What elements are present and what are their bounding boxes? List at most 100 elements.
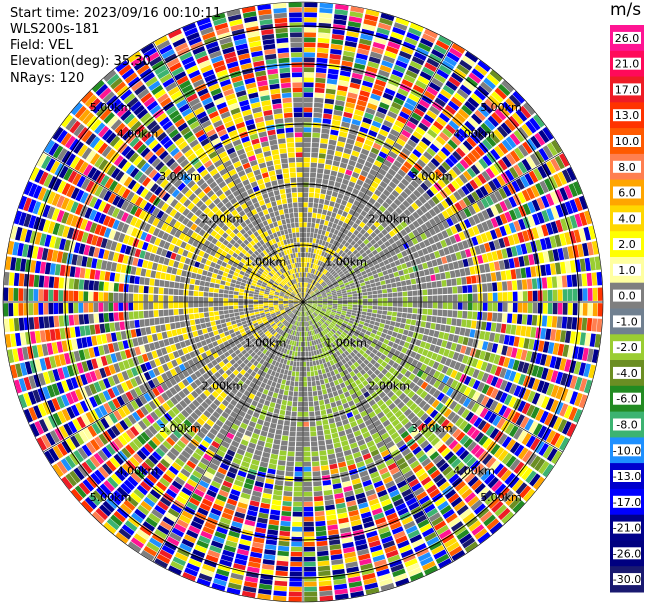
radar-gate [98, 213, 107, 225]
radar-gate [107, 217, 116, 228]
radar-gate [246, 368, 253, 375]
radar-gate [154, 89, 166, 100]
radar-gate [359, 258, 366, 264]
radar-gate [157, 230, 165, 239]
radar-gate [528, 170, 539, 184]
radar-gate [258, 299, 264, 302]
radar-gate [173, 151, 183, 161]
radar-gate [203, 297, 209, 302]
radar-gate [342, 116, 352, 124]
radar-gate [498, 188, 508, 200]
radar-gate [31, 345, 39, 359]
radar-gate [339, 162, 348, 169]
radar-gate [423, 151, 433, 161]
radar-gate [219, 462, 230, 471]
radar-gate [424, 221, 433, 229]
radar-gate [258, 199, 265, 206]
radar-gate [156, 395, 166, 405]
radar-gate [295, 295, 300, 299]
radar-gate [309, 182, 316, 188]
radar-gate [121, 68, 135, 80]
radar-gate [303, 232, 307, 238]
radar-gate [56, 195, 66, 208]
radar-gate [252, 106, 262, 114]
radar-gate [198, 307, 204, 313]
radar-gate [257, 254, 263, 260]
radar-gate [278, 209, 284, 215]
radar-gate [363, 224, 370, 232]
radar-gate [104, 415, 114, 427]
radar-gate [236, 255, 243, 261]
radar-gate [123, 283, 129, 293]
radar-gate [303, 272, 305, 278]
radar-gate [207, 45, 221, 55]
radar-gate [239, 99, 250, 107]
radar-gate [253, 348, 260, 354]
radar-gate [93, 280, 100, 291]
radar-gate [52, 145, 64, 159]
radar-gate [30, 331, 37, 344]
radar-gate [165, 380, 173, 389]
radar-gate [397, 169, 407, 178]
radar-gate [103, 69, 117, 82]
radar-gate [232, 228, 240, 235]
radar-gate [367, 271, 373, 277]
radar-gate [258, 306, 264, 309]
radar-gate [438, 131, 450, 142]
radar-gate [259, 90, 270, 97]
radar-gate [93, 346, 100, 357]
radar-gate [337, 231, 343, 237]
radar-gate [203, 453, 213, 462]
radar-gate [61, 252, 69, 264]
radar-gate [116, 372, 125, 383]
radar-gate [495, 271, 502, 281]
radar-gate [200, 182, 209, 191]
radar-gate [84, 496, 98, 510]
radar-gate [215, 320, 221, 325]
radar-gate [286, 316, 291, 322]
radar-gate [504, 224, 512, 235]
radar-gate [284, 272, 288, 277]
radar-gate [167, 86, 180, 96]
radar-gate [262, 146, 271, 153]
radar-gate [348, 279, 354, 284]
radar-gate [217, 467, 228, 475]
radar-gate [162, 402, 171, 412]
radar-gate [229, 372, 236, 380]
radar-gate [271, 98, 282, 105]
radar-gate [249, 255, 255, 261]
radar-gate [20, 332, 27, 346]
radar-gate [564, 201, 574, 215]
radar-gate [461, 104, 473, 116]
radar-gate [388, 237, 395, 245]
radar-gate [70, 156, 81, 169]
radar-gate [395, 239, 403, 247]
radar-gate [309, 273, 313, 279]
radar-gate [398, 270, 404, 276]
radar-gate [278, 329, 283, 334]
radar-gate [241, 406, 249, 413]
radar-gate [258, 85, 269, 92]
radar-gate [140, 268, 147, 277]
radar-gate [144, 318, 150, 327]
radar-gate [286, 309, 291, 313]
radar-gate [362, 292, 368, 296]
radar-gate [224, 475, 235, 484]
radar-gate [401, 263, 408, 270]
radar-gate [73, 141, 84, 155]
radar-gate [264, 114, 274, 121]
radar-gate [239, 285, 245, 290]
radar-gate [392, 254, 399, 261]
radar-gate [238, 337, 245, 343]
radar-gate [184, 189, 193, 198]
radar-gate [363, 18, 377, 27]
radar-gate [268, 170, 276, 177]
radar-gate [250, 102, 261, 109]
radar-gate [471, 275, 477, 284]
radar-gate [160, 272, 166, 280]
radar-gate [303, 112, 313, 118]
radar-gate [424, 211, 433, 220]
radar-gate [329, 261, 335, 267]
radar-gate [455, 147, 466, 158]
radar-gate [153, 310, 159, 318]
